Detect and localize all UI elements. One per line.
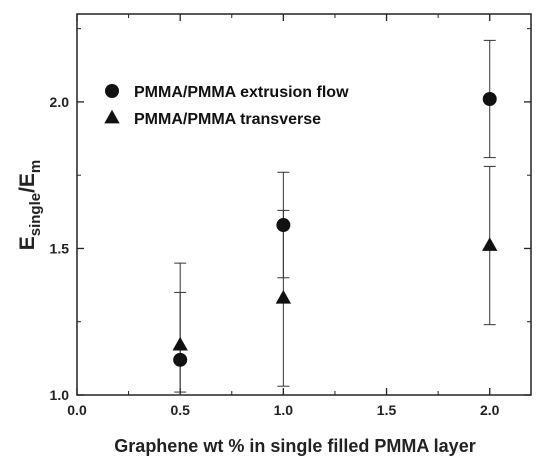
legend: PMMA/PMMA extrusion flow PMMA/PMMA transv…	[104, 84, 349, 128]
axis-ticks	[76, 14, 531, 396]
x-tick-label: 2.0	[480, 402, 500, 418]
x-tick-label: 0.0	[67, 402, 87, 418]
y-axis-title: Esingle/Em	[16, 160, 44, 251]
x-tick-label: 0.5	[170, 402, 190, 418]
legend-label: PMMA/PMMA transverse	[134, 111, 321, 128]
data-marks	[172, 39, 498, 396]
circle-point	[276, 218, 291, 233]
circle-point	[173, 352, 188, 367]
legend-triangle-marker	[104, 109, 120, 124]
x-axis-title: Graphene wt % in single filled PMMA laye…	[114, 436, 475, 456]
y-tick-label: 1.5	[50, 240, 70, 256]
triangle-point	[482, 237, 498, 251]
legend-label: PMMA/PMMA extrusion flow	[134, 84, 349, 101]
y-tick-label: 1.0	[50, 387, 70, 403]
plot-area	[76, 13, 532, 396]
axis-tick-labels: 0.0 0.5 1.0 1.5 2.0 1.0 1.5 2.0	[50, 94, 500, 418]
legend-circle-marker	[105, 84, 119, 98]
x-tick-label: 1.5	[377, 402, 397, 418]
circle-point	[482, 91, 497, 106]
y-tick-label: 2.0	[50, 94, 70, 110]
triangle-point	[172, 336, 188, 351]
triangle-point	[275, 290, 292, 304]
x-tick-label: 1.0	[274, 402, 294, 418]
